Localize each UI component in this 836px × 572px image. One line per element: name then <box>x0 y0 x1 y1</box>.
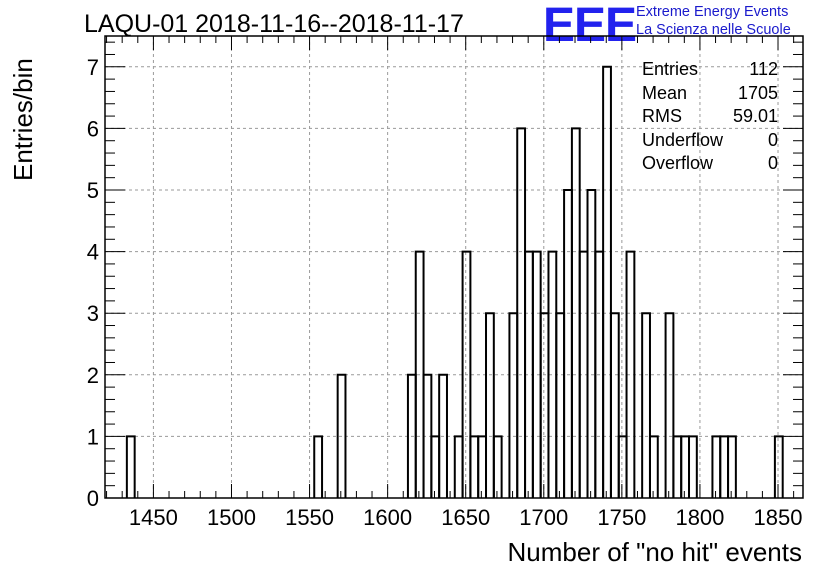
logo-caption: Extreme Energy Events La Scienza nelle S… <box>636 3 791 39</box>
stats-label: RMS <box>642 106 682 126</box>
y-tick-label: 2 <box>87 363 99 388</box>
histogram-bin <box>477 435 488 498</box>
histogram-bin <box>664 312 675 498</box>
histogram-bin <box>336 373 347 498</box>
stats-box: Entries 112 Mean 1705 RMS 59.01 Underflo… <box>642 58 778 176</box>
histogram-bin <box>648 435 659 498</box>
y-tick-label: 1 <box>87 424 99 449</box>
x-tick-label: 1550 <box>285 505 334 530</box>
logo-caption-line2: La Scienza nelle Scuole <box>636 22 791 38</box>
y-tick-label: 3 <box>87 301 99 326</box>
logo-caption-line1: Extreme Energy Events <box>636 4 789 20</box>
x-tick-label: 1450 <box>129 505 178 530</box>
histogram-bin <box>672 435 683 498</box>
stats-row-underflow: Underflow 0 <box>642 129 778 153</box>
stats-row-entries: Entries 112 <box>642 58 778 82</box>
stats-value: 1705 <box>737 82 778 103</box>
y-tick-label: 5 <box>87 178 99 203</box>
histogram-bin <box>563 189 573 498</box>
x-tick-label: 1500 <box>207 505 256 530</box>
stats-row-mean: Mean 1705 <box>642 82 778 106</box>
histogram-bin <box>539 312 550 498</box>
histogram-bin <box>555 312 566 498</box>
stats-label: Underflow <box>642 129 724 150</box>
y-tick-label: 4 <box>87 240 99 265</box>
stats-value: 0 <box>767 153 778 173</box>
histogram-bin <box>485 312 495 498</box>
plot-frame <box>104 35 804 499</box>
histogram-bin <box>438 373 448 498</box>
x-tick-label: 1700 <box>519 505 568 530</box>
histogram-bin <box>453 435 464 498</box>
histogram-bin <box>617 435 628 498</box>
x-tick-label: 1800 <box>675 505 724 530</box>
x-tick-label: 1750 <box>597 505 646 530</box>
histogram-bin <box>461 250 472 498</box>
histogram-bin <box>469 435 480 498</box>
x-tick-label: 1650 <box>441 505 490 530</box>
histogram-bin <box>625 250 636 498</box>
histogram-bin <box>313 435 324 498</box>
histogram-bin <box>609 312 620 498</box>
histogram-bin <box>711 435 722 498</box>
histogram-bin <box>719 435 730 498</box>
stats-row-rms: RMS 59.01 <box>642 105 778 129</box>
y-tick-label: 0 <box>87 486 99 511</box>
histogram-bin <box>508 312 519 498</box>
stats-value: 59.01 <box>732 106 778 126</box>
stats-value: 0 <box>767 129 778 150</box>
y-axis-label: Entries/bin <box>8 58 38 181</box>
y-tick-label: 6 <box>87 116 99 141</box>
histogram-bin <box>688 435 698 498</box>
stats-label: Overflow <box>642 153 714 173</box>
histogram-bin <box>602 65 612 498</box>
x-tick-label: 1600 <box>363 505 412 530</box>
x-tick-label: 1850 <box>754 505 803 530</box>
stats-value: 112 <box>749 59 778 79</box>
histogram-bin <box>727 435 737 498</box>
histogram-bin <box>641 312 651 498</box>
stats-label: Entries <box>642 59 699 79</box>
histogram-bin <box>586 189 597 498</box>
chart-title: LAQU-01 2018-11-16--2018-11-17 <box>84 10 464 38</box>
stats-label: Mean <box>642 82 688 103</box>
x-axis-label: Number of "no hit" events <box>507 537 803 567</box>
stats-row-overflow: Overflow 0 <box>642 152 778 176</box>
histogram-bin <box>492 435 503 498</box>
histogram-bin <box>773 435 784 498</box>
y-tick-label: 7 <box>87 55 99 80</box>
histogram-bin <box>680 435 691 498</box>
histogram-bin <box>430 435 441 498</box>
histogram-bin <box>125 435 136 498</box>
